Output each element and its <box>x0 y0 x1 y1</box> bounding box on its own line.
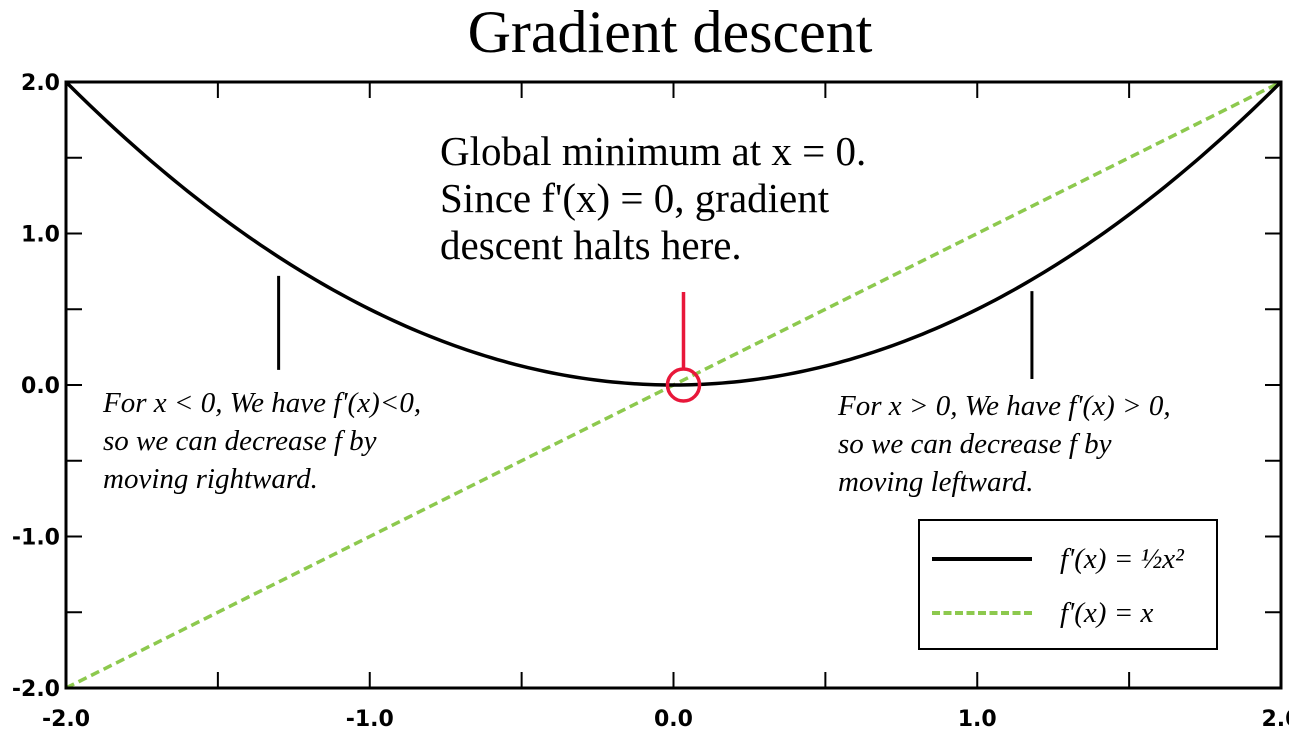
annotation-line: Since f'(x) = 0, gradient <box>440 175 830 221</box>
y-tick-label: 1.0 <box>21 223 60 248</box>
annotation-line: so we can decrease f by <box>103 425 377 457</box>
annotation-negative-x: For x < 0, We have f'(x)<0, so we can de… <box>103 384 421 498</box>
x-tick-label: -1.0 <box>346 707 394 732</box>
legend-label: f'(x) = ½x² <box>1060 543 1184 575</box>
legend-swatch-dashed <box>932 611 1032 615</box>
x-tick-label: 2.0 <box>1262 707 1289 732</box>
minimum-marker <box>665 367 702 403</box>
annotation-line: For x < 0, We have f'(x)<0, <box>103 387 422 419</box>
legend-item-quadratic: f'(x) = ½x² <box>920 539 1216 579</box>
legend: f'(x) = ½x² f'(x) = x <box>918 519 1218 650</box>
y-tick-label: 2.0 <box>21 71 60 96</box>
x-tick-label: -2.0 <box>42 707 90 732</box>
series-line-quadratic <box>64 80 1283 387</box>
legend-item-linear: f'(x) = x <box>920 593 1216 633</box>
y-tick-label: 0.0 <box>21 374 60 399</box>
annotation-positive-x: For x > 0, We have f'(x) > 0, so we can … <box>838 387 1171 501</box>
y-tick-label: -2.0 <box>12 677 60 702</box>
x-tick-label: 0.0 <box>654 707 693 732</box>
annotation-line: For x > 0, We have f'(x) > 0, <box>838 390 1171 422</box>
annotation-line: moving leftward. <box>838 466 1034 498</box>
y-tick-label: -1.0 <box>12 526 60 551</box>
annotation-line: so we can decrease f by <box>838 428 1112 460</box>
plot-frame <box>64 80 1283 690</box>
annotation-global-minimum: Global minimum at x = 0. Since f'(x) = 0… <box>440 128 866 269</box>
annotation-line: descent halts here. <box>440 222 742 268</box>
annotation-line: moving rightward. <box>103 463 318 495</box>
legend-label: f'(x) = x <box>1060 597 1154 629</box>
legend-swatch-solid <box>932 557 1032 561</box>
chart-title: Gradient descent <box>467 0 873 65</box>
x-tick-label: 1.0 <box>958 707 997 732</box>
annotation-line: Global minimum at x = 0. <box>440 128 867 174</box>
